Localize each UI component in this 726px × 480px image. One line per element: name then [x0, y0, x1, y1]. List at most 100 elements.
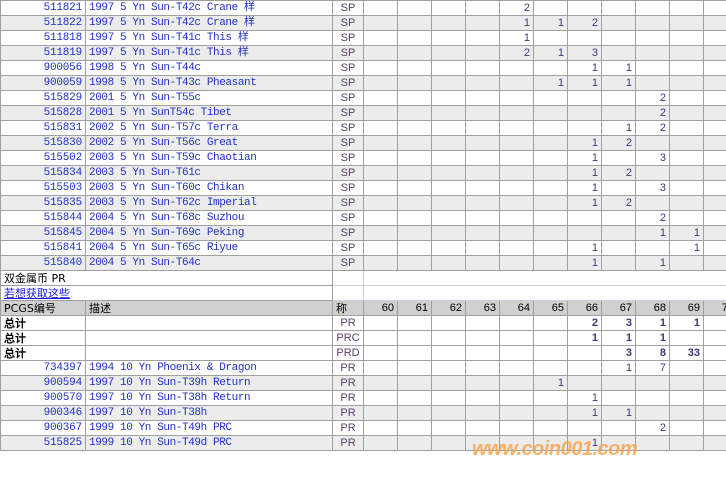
pcgs-number[interactable]: 900594	[0, 375, 86, 391]
pcgs-number[interactable]: 900570	[0, 390, 86, 406]
table-row[interactable]: 515828 2001 5 Yn SunT54c Tibet SP 2 2	[0, 105, 726, 121]
table-row[interactable]: 515844 2004 5 Yn Sun-T68c Suzhou SP 2 2	[0, 210, 726, 226]
table-row[interactable]: 515830 2002 5 Yn Sun-T56c Great SP 1 2 3	[0, 135, 726, 151]
header-grade-64[interactable]: 64	[499, 300, 534, 316]
grade-65-count	[533, 210, 568, 226]
table-row[interactable]: 900056 1998 5 Yn Sun-T44c SP 1 1 2	[0, 60, 726, 76]
coin-description[interactable]: 2004 5 Yn Sun-T64c	[85, 255, 333, 271]
coin-description[interactable]: 1998 5 Yn Sun-T44c	[85, 60, 333, 76]
pcgs-number[interactable]: 515830	[0, 135, 86, 151]
table-row[interactable]: 515840 2004 5 Yn Sun-T64c SP 1 1 2	[0, 255, 726, 271]
pcgs-number[interactable]: 515829	[0, 90, 86, 106]
table-row[interactable]: 900367 1999 10 Yn Sun-T49h PRC PR 2 2	[0, 420, 726, 436]
pcgs-number[interactable]: 515825	[0, 435, 86, 451]
table-row[interactable]: 515825 1999 10 Yn Sun-T49d PRC PR 1 1	[0, 435, 726, 451]
table-row[interactable]: 515829 2001 5 Yn Sun-T55c SP 2 2	[0, 90, 726, 106]
table-row[interactable]: 900059 1998 5 Yn Sun-T43c Pheasant SP 1 …	[0, 75, 726, 91]
table-row[interactable]: 515835 2003 5 Yn Sun-T62c Imperial SP 1 …	[0, 195, 726, 211]
grade-designation: SP	[332, 180, 364, 196]
pcgs-number[interactable]: 515831	[0, 120, 86, 136]
grade-64-count	[499, 150, 534, 166]
table-row[interactable]: 515831 2002 5 Yn Sun-T57c Terra SP 1 2 3	[0, 120, 726, 136]
header-grade-62[interactable]: 62	[431, 300, 466, 316]
table-row[interactable]: 900594 1997 10 Yn Sun-T39h Return PR 1 1	[0, 375, 726, 391]
header-grade-66[interactable]: 66	[567, 300, 602, 316]
table-row[interactable]: 900346 1997 10 Yn Sun-T38h PR 1 1 2	[0, 405, 726, 421]
pcgs-number[interactable]: 515845	[0, 225, 86, 241]
grade-67-count: 1	[601, 360, 636, 376]
coin-description[interactable]: 1997 10 Yn Sun-T38h Return	[85, 390, 333, 406]
coin-description[interactable]: 2001 5 Yn Sun-T55c	[85, 90, 333, 106]
table-row[interactable]: 734397 1994 10 Yn Phoenix & Dragon PR 1 …	[0, 360, 726, 376]
coin-description[interactable]: 2004 5 Yn Sun-T65c Riyue	[85, 240, 333, 256]
pcgs-number[interactable]: 515841	[0, 240, 86, 256]
grade-60-count	[363, 105, 398, 121]
pcgs-number[interactable]: 900367	[0, 420, 86, 436]
grade-66-count	[567, 30, 602, 46]
pcgs-number[interactable]: 511821	[0, 0, 86, 16]
coin-description[interactable]: 2003 5 Yn Sun-T59c Chaotian	[85, 150, 333, 166]
coin-description[interactable]: 1994 10 Yn Phoenix & Dragon	[85, 360, 333, 376]
table-row[interactable]: 515845 2004 5 Yn Sun-T69c Peking SP 1 1 …	[0, 225, 726, 241]
coin-description[interactable]: 1997 5 Yn Sun-T42c Crane 样	[85, 0, 333, 16]
pcgs-number[interactable]: 900346	[0, 405, 86, 421]
table-row[interactable]: 900570 1997 10 Yn Sun-T38h Return PR 1 1	[0, 390, 726, 406]
coin-description[interactable]: 2002 5 Yn Sun-T57c Terra	[85, 120, 333, 136]
pcgs-number[interactable]: 900059	[0, 75, 86, 91]
pcgs-number[interactable]: 515828	[0, 105, 86, 121]
coin-description[interactable]: 2003 5 Yn Sun-T61c	[85, 165, 333, 181]
table-row[interactable]: 515503 2003 5 Yn Sun-T60c Chikan SP 1 3 …	[0, 180, 726, 196]
coin-description[interactable]: 1997 5 Yn Sun-T41c This 样	[85, 30, 333, 46]
table-row[interactable]: 515502 2003 5 Yn Sun-T59c Chaotian SP 1 …	[0, 150, 726, 166]
header-pcgs-number[interactable]: PCGS编号	[0, 300, 86, 316]
coin-description[interactable]: 1997 10 Yn Sun-T39h Return	[85, 375, 333, 391]
coin-description[interactable]: 1997 5 Yn Sun-T41c This 样	[85, 45, 333, 61]
table-row[interactable]: 511819 1997 5 Yn Sun-T41c This 样 SP 2 1 …	[0, 45, 726, 61]
coin-description[interactable]: 2004 5 Yn Sun-T68c Suzhou	[85, 210, 333, 226]
pcgs-number[interactable]: 734397	[0, 360, 86, 376]
coin-description[interactable]: 1997 10 Yn Sun-T38h	[85, 405, 333, 421]
table-row[interactable]: 511818 1997 5 Yn Sun-T41c This 样 SP 1 1	[0, 30, 726, 46]
totals-grade-65	[533, 315, 568, 331]
pcgs-number[interactable]: 515840	[0, 255, 86, 271]
header-grade-67[interactable]: 67	[601, 300, 636, 316]
table-row[interactable]: 515834 2003 5 Yn Sun-T61c SP 1 2 3	[0, 165, 726, 181]
coin-description[interactable]: 1999 10 Yn Sun-T49h PRC	[85, 420, 333, 436]
header-grade[interactable]: 称	[332, 300, 364, 316]
header-grade-63[interactable]: 63	[465, 300, 500, 316]
grade-68-count	[635, 75, 670, 91]
pcgs-number[interactable]: 900056	[0, 60, 86, 76]
pcgs-number[interactable]: 515502	[0, 150, 86, 166]
header-description[interactable]: 描述	[85, 300, 333, 316]
coin-description[interactable]: 1997 5 Yn Sun-T42c Crane 样	[85, 15, 333, 31]
header-grade-65[interactable]: 65	[533, 300, 568, 316]
pcgs-number[interactable]: 511819	[0, 45, 86, 61]
table-row[interactable]: 515841 2004 5 Yn Sun-T65c Riyue SP 1 1 2	[0, 240, 726, 256]
coin-description[interactable]: 2003 5 Yn Sun-T62c Imperial	[85, 195, 333, 211]
pcgs-number[interactable]: 511822	[0, 15, 86, 31]
grade-60-count	[363, 240, 398, 256]
pcgs-number[interactable]: 515835	[0, 195, 86, 211]
header-grade-70[interactable]: 70	[703, 300, 726, 316]
header-grade-68[interactable]: 68	[635, 300, 670, 316]
header-grade-60[interactable]: 60	[363, 300, 398, 316]
coin-description[interactable]: 2002 5 Yn Sun-T56c Great	[85, 135, 333, 151]
pcgs-number[interactable]: 515834	[0, 165, 86, 181]
grade-65-count	[533, 150, 568, 166]
header-grade-69[interactable]: 69	[669, 300, 704, 316]
table-row[interactable]: 511821 1997 5 Yn Sun-T42c Crane 样 SP 2 2	[0, 0, 726, 16]
table-row[interactable]: 511822 1997 5 Yn Sun-T42c Crane 样 SP 1 1…	[0, 15, 726, 31]
grade-63-count	[465, 105, 500, 121]
grade-67-count	[601, 150, 636, 166]
coin-description[interactable]: 2004 5 Yn Sun-T69c Peking	[85, 225, 333, 241]
coin-description[interactable]: 2001 5 Yn SunT54c Tibet	[85, 105, 333, 121]
coin-description[interactable]: 2003 5 Yn Sun-T60c Chikan	[85, 180, 333, 196]
header-grade-61[interactable]: 61	[397, 300, 432, 316]
pcgs-number[interactable]: 515844	[0, 210, 86, 226]
pcgs-number[interactable]: 511818	[0, 30, 86, 46]
coin-description[interactable]: 1998 5 Yn Sun-T43c Pheasant	[85, 75, 333, 91]
pcgs-number[interactable]: 515503	[0, 180, 86, 196]
acquire-info-link[interactable]: 若想获取这些	[0, 285, 333, 301]
grade-68-count	[635, 60, 670, 76]
coin-description[interactable]: 1999 10 Yn Sun-T49d PRC	[85, 435, 333, 451]
